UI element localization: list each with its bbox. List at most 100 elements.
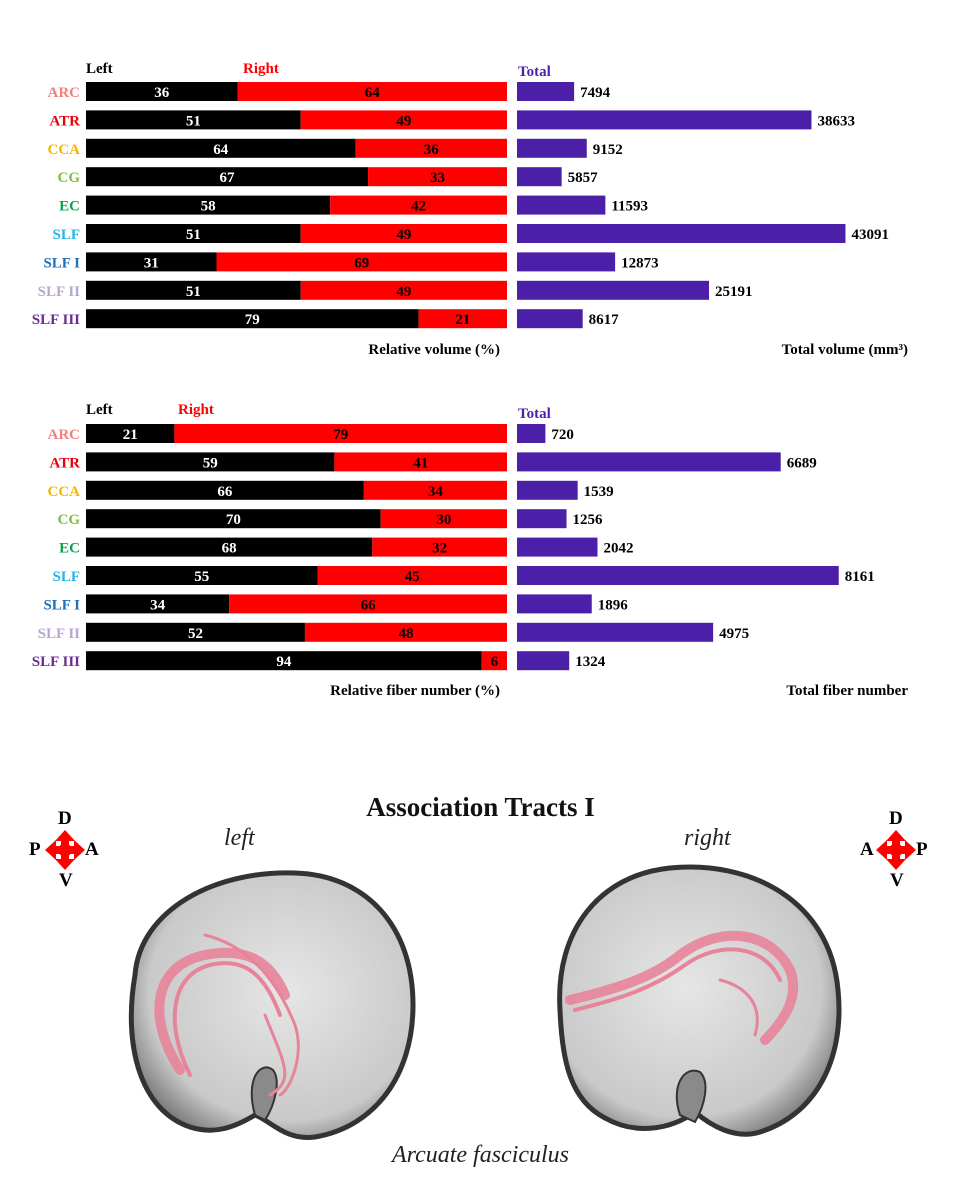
compass-posterior-label: P (916, 839, 928, 860)
left-share-value: 34 (150, 597, 166, 613)
total-value: 7494 (580, 85, 611, 101)
left-share-bar (86, 224, 301, 243)
total-value: 1256 (573, 512, 604, 528)
figure-caption: Arcuate fasciculus (391, 1142, 570, 1168)
total-value: 1896 (598, 597, 629, 613)
figure-title: Association Tracts I (366, 792, 595, 822)
left-share-bar (86, 594, 230, 614)
left-share-value: 52 (188, 626, 203, 642)
x-axis-label: Total volume (mm³) (782, 342, 908, 358)
right-share-value: 21 (455, 312, 470, 328)
right-brain-render (557, 864, 842, 1137)
right-share-value: 64 (365, 85, 381, 101)
legend-right: Right (243, 61, 279, 77)
left-share-value: 70 (226, 512, 241, 528)
category-label: ATR (49, 455, 80, 471)
left-share-bar (86, 252, 217, 272)
total-value: 43091 (851, 227, 889, 243)
left-hemisphere-label: left (224, 825, 255, 851)
right-share-value: 6 (491, 654, 499, 670)
right-share-value: 49 (396, 113, 411, 129)
left-share-value: 55 (194, 569, 209, 585)
compass-anterior-label: A (85, 839, 99, 860)
right-share-value: 45 (405, 569, 420, 585)
right-share-bar (216, 252, 507, 272)
right-share-bar (330, 195, 507, 215)
left-share-value: 64 (213, 142, 229, 158)
left-share-value: 51 (186, 284, 201, 300)
total-bar (517, 195, 606, 215)
total-value: 720 (551, 427, 574, 443)
right-share-value: 33 (430, 170, 445, 186)
left-share-bar (86, 509, 381, 529)
right-share-value: 79 (333, 427, 348, 443)
legend-left: Left (86, 61, 113, 77)
right-share-value: 32 (432, 541, 447, 557)
total-value: 8617 (589, 312, 620, 328)
right-share-value: 41 (413, 455, 428, 471)
total-bar (517, 309, 583, 329)
right-share-bar (372, 537, 507, 557)
category-label: SLF I (43, 255, 80, 271)
right-share-value: 49 (396, 284, 411, 300)
left-share-value: 58 (201, 199, 216, 215)
category-label: CCA (48, 484, 81, 500)
right-share-bar (304, 622, 507, 642)
total-bar (517, 224, 846, 243)
x-axis-label: Total fiber number (786, 683, 908, 699)
right-share-bar (300, 280, 507, 300)
compass-dorsal-label: D (889, 808, 903, 829)
left-share-value: 51 (186, 113, 201, 129)
left-share-value: 31 (144, 255, 159, 271)
right-share-bar (229, 594, 507, 614)
total-bar (517, 280, 710, 300)
total-value: 1324 (575, 654, 606, 670)
left-share-value: 94 (276, 654, 292, 670)
total-bar (517, 480, 578, 500)
left-share-bar (86, 110, 301, 130)
left-share-bar (86, 651, 482, 671)
left-share-value: 51 (186, 227, 201, 243)
right-share-value: 49 (396, 227, 411, 243)
right-share-bar (174, 424, 507, 443)
left-share-bar (86, 138, 356, 158)
compass-ventral-label: V (59, 870, 73, 891)
total-bar (517, 424, 546, 443)
total-bar (517, 82, 575, 101)
category-label: CG (58, 170, 81, 186)
total-value: 12873 (621, 255, 659, 271)
category-label: ATR (49, 113, 80, 129)
total-value: 9152 (593, 142, 623, 158)
total-bar (517, 252, 616, 272)
total-bar (517, 594, 592, 614)
right-share-value: 36 (424, 142, 440, 158)
right-share-value: 34 (428, 484, 444, 500)
left-share-bar (86, 309, 419, 329)
category-label: EC (59, 541, 80, 557)
category-label: SLF (52, 227, 80, 243)
left-share-value: 67 (220, 170, 236, 186)
left-share-bar (86, 622, 305, 642)
right-share-bar (418, 309, 507, 329)
right-share-bar (300, 110, 507, 130)
right-share-value: 66 (361, 597, 377, 613)
right-share-bar (355, 138, 507, 158)
compass-ventral-label: V (890, 870, 904, 891)
total-value: 38633 (817, 113, 855, 129)
total-value: 6689 (787, 455, 817, 471)
x-axis-label: Relative volume (%) (368, 342, 500, 358)
right-share-bar (363, 480, 507, 500)
legend-total: Total (518, 406, 551, 422)
left-share-bar (86, 452, 335, 472)
category-label: SLF I (43, 597, 80, 613)
right-share-bar (300, 224, 507, 243)
compass-anterior-label: A (860, 839, 874, 860)
right-share-bar (334, 452, 507, 472)
legend-total: Total (518, 64, 551, 80)
total-value: 4975 (719, 626, 749, 642)
red-cross-arrow-icon (45, 830, 85, 870)
left-share-bar (86, 280, 301, 300)
right-share-bar (368, 167, 507, 187)
left-share-value: 79 (245, 312, 260, 328)
left-share-bar (86, 537, 373, 557)
